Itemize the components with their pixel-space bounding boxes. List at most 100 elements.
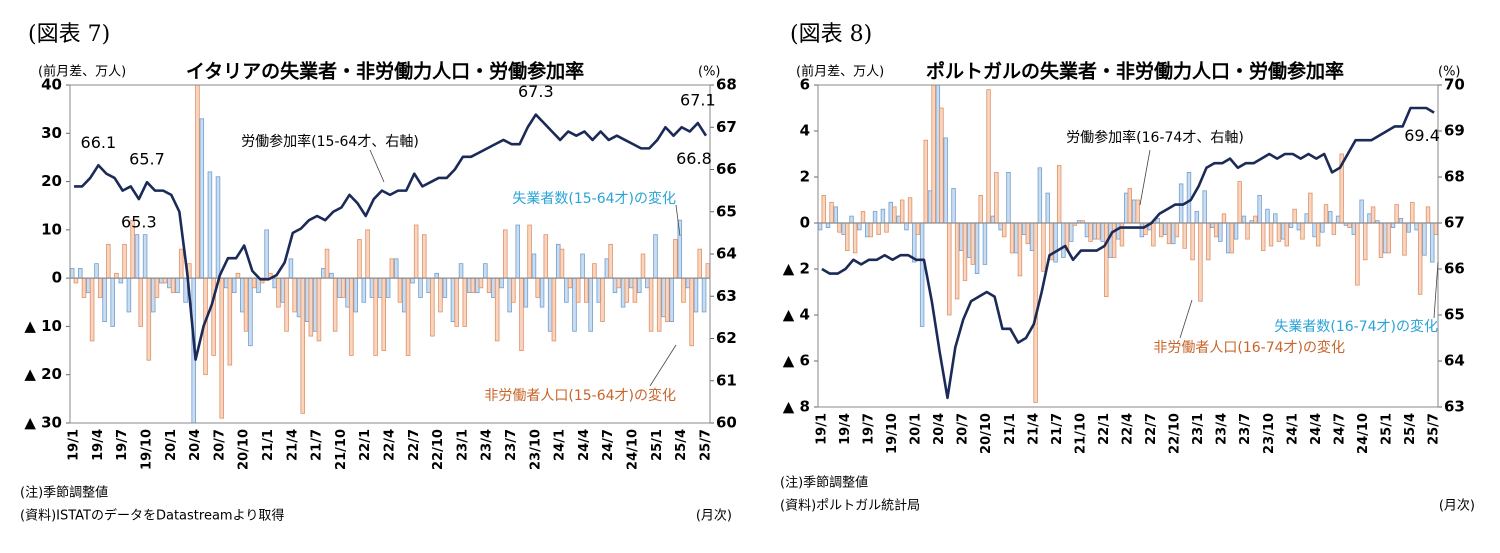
y-axis-label: (前月差、万人) [796, 64, 884, 80]
bar [1398, 217, 1404, 224]
bar [248, 277, 253, 347]
x-tick-label: 21/4 [1026, 413, 1041, 445]
bar [1135, 199, 1140, 224]
y2-tick-label: 60 [716, 414, 737, 432]
bar [1123, 192, 1129, 224]
y-tick-label: ▲ 6 [783, 352, 810, 370]
bar [923, 139, 928, 224]
y-tick-label: 20 [41, 172, 62, 190]
figure-label: (図表 7) [28, 22, 110, 47]
bar [304, 277, 310, 322]
bar [612, 277, 618, 294]
x-tick-label: 25/4 [1403, 413, 1418, 445]
leader-line [675, 204, 681, 237]
bar [531, 253, 537, 279]
data-label: 66.1 [81, 133, 117, 152]
bar [931, 85, 936, 224]
bar [1406, 222, 1411, 233]
y2-tick-label: 65 [716, 202, 737, 220]
data-label: 69.4 [1404, 126, 1440, 145]
bar [1021, 222, 1027, 235]
bar [175, 277, 180, 294]
x-tick-label: 24/1 [1285, 413, 1300, 445]
series-label: 非労働者人口(16-74才)の変化 [1153, 339, 1345, 356]
chart: (図表 8) ポルトガルの失業者・非労働力人口・労働参加率 (前月差、万人) (%) (… [780, 22, 1475, 514]
bar [199, 118, 205, 279]
x-tick-label: 20/10 [237, 429, 252, 470]
bar [1041, 222, 1046, 272]
bar [892, 206, 897, 224]
x-tick-label: 21/1 [1003, 413, 1018, 445]
x-tick-label: 23/1 [1191, 413, 1206, 445]
bar [146, 277, 152, 361]
bar [118, 277, 124, 284]
bar [1335, 215, 1341, 224]
bar [1088, 222, 1093, 242]
y2-tick-label: 62 [716, 329, 737, 347]
bar [669, 277, 674, 322]
bar [264, 229, 269, 279]
bar [1359, 199, 1364, 224]
bar [860, 211, 866, 224]
bar [1425, 206, 1431, 224]
bar [312, 277, 318, 332]
bar [1253, 215, 1258, 224]
bar [142, 234, 148, 279]
x-tick-label: 23/10 [1262, 413, 1277, 454]
x-tick-label: 24/7 [1332, 413, 1347, 445]
bar [1268, 222, 1274, 247]
bar [150, 277, 156, 313]
bar [162, 277, 168, 284]
bar [1276, 222, 1282, 242]
bar [572, 277, 577, 332]
bar [849, 215, 854, 224]
x-tick-label: 23/7 [1238, 413, 1253, 445]
x-tick-label: 25/7 [698, 429, 713, 461]
bar [134, 234, 140, 279]
bar [1017, 222, 1023, 277]
bar [1331, 222, 1337, 235]
bar [912, 222, 917, 263]
leader-line [649, 344, 677, 387]
bar [89, 277, 95, 342]
bar [369, 277, 375, 298]
series-label: 労働参加率(15-64才、右軸) [241, 133, 419, 150]
bar [845, 222, 850, 252]
x-tick-label: 19/10 [885, 413, 900, 454]
bar [70, 268, 75, 279]
x-tick-label: 23/7 [504, 429, 519, 461]
bar [332, 277, 338, 332]
bar [1056, 165, 1062, 224]
bar [296, 277, 302, 318]
x-tick-label: 21/7 [1050, 413, 1065, 445]
bar [329, 272, 334, 279]
bar [1037, 167, 1043, 224]
bar [106, 243, 111, 279]
bar [1139, 222, 1145, 238]
bar [430, 277, 435, 337]
y2-tick-label: 70 [1444, 76, 1465, 94]
bar [410, 277, 415, 284]
x-tick-label: 24/10 [1356, 413, 1371, 454]
bar [402, 277, 407, 313]
bar [1182, 222, 1187, 249]
bar [959, 222, 964, 252]
note: (資料)ISTATのデータをDatastreamより取得 [20, 508, 284, 524]
bar [73, 277, 79, 284]
bar [353, 277, 358, 313]
series-label: 労働参加率(16-74才、右軸) [1066, 129, 1244, 146]
bar [645, 277, 650, 289]
y2-axis-label: (%) [1438, 65, 1461, 80]
bar [450, 277, 456, 322]
bar [316, 277, 322, 342]
bar [673, 239, 678, 279]
bar [1355, 222, 1360, 286]
bar [994, 171, 999, 224]
bar [1174, 222, 1180, 238]
x-unit: (月次) [1439, 498, 1475, 514]
x-tick-label: 22/10 [431, 429, 446, 470]
bar [1226, 222, 1231, 254]
bar [1304, 213, 1309, 224]
bar [1116, 222, 1121, 240]
bar [349, 277, 354, 356]
